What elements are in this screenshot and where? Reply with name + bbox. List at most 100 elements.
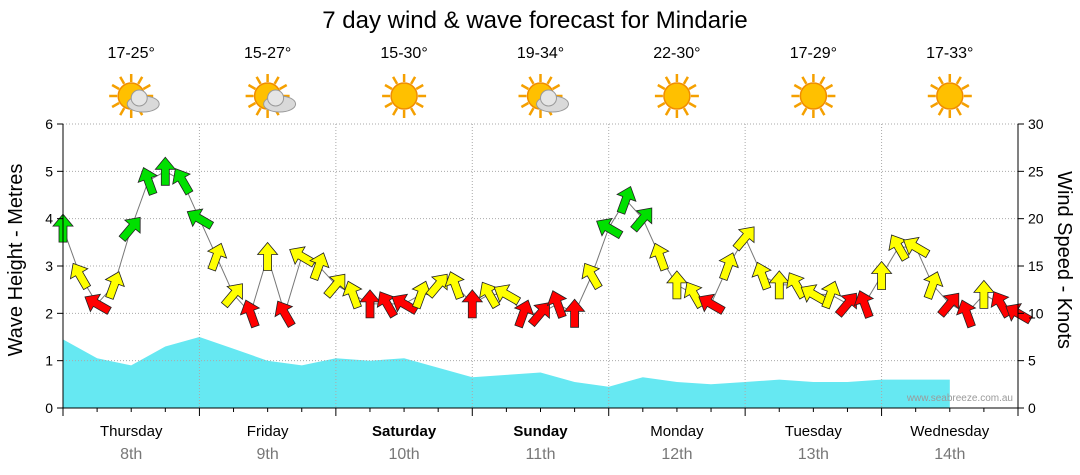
partly-cloudy-icon (518, 74, 569, 118)
wave-height-area (63, 337, 950, 408)
sun-ray (657, 101, 666, 109)
sun-ray (664, 76, 671, 85)
sun-disc (390, 82, 418, 110)
sun-icon (791, 74, 836, 118)
sun-icon (382, 74, 427, 118)
sun-ray (819, 76, 826, 85)
day-temperature: 19-34° (517, 45, 564, 62)
wind-arrow (870, 260, 893, 290)
wind-arrow (527, 302, 550, 328)
watermark: www.seabreeze.com.au (906, 393, 1013, 404)
sun-ray (384, 101, 393, 109)
wind-arrow (853, 290, 875, 319)
sun-ray (111, 101, 120, 109)
sun-ray (664, 107, 671, 116)
wind-arrow (513, 299, 535, 329)
sun-ray (930, 83, 939, 91)
sun-ray (801, 107, 808, 116)
wind-arrow (786, 272, 808, 300)
day-date-label: 11th (526, 446, 556, 463)
day-name-label: Sunday (513, 423, 568, 440)
wind-arrow (425, 273, 448, 299)
day-date-label: 9th (257, 446, 279, 463)
wind-arrow (698, 293, 726, 315)
day-temperature: 15-27° (244, 45, 291, 62)
wind-arrow (581, 262, 603, 291)
sun-ray (247, 83, 257, 91)
wind-arrow (154, 156, 177, 186)
sun-icon (927, 74, 972, 118)
chart-title: 7 day wind & wave forecast for Mindarie (322, 7, 748, 34)
left-tick-label: 3 (45, 258, 53, 274)
wind-arrow (546, 290, 568, 319)
left-axis-title: Wave Height - Metres (5, 164, 27, 357)
day-date-label: 10th (389, 446, 420, 463)
left-tick-label: 2 (45, 305, 53, 321)
sun-ray (255, 107, 262, 116)
sun-ray (824, 101, 834, 109)
sun-ray (384, 83, 393, 91)
wind-arrow (683, 281, 706, 310)
sun-ray (415, 101, 424, 109)
sun-ray (392, 107, 399, 116)
sun-ray (410, 76, 417, 85)
left-tick-label: 5 (45, 163, 53, 179)
wind-arrow (342, 280, 363, 310)
sun-ray (793, 83, 802, 91)
wind-arrow (137, 167, 158, 196)
day-name-label: Tuesday (785, 423, 842, 440)
wind-arrow (990, 291, 1012, 319)
sun-ray (551, 83, 561, 91)
sun-ray (111, 83, 120, 91)
day-temperature: 17-29° (790, 45, 837, 62)
sun-ray (255, 76, 262, 85)
sun-ray (546, 76, 553, 85)
wind-arrow (206, 242, 228, 272)
sun-ray (247, 101, 257, 109)
wind-arrow (256, 241, 279, 271)
wind-arrow (220, 283, 243, 309)
sun-disc (663, 82, 691, 110)
wind-arrow (444, 271, 465, 300)
sun-ray (119, 76, 126, 85)
sun-ray (819, 107, 826, 116)
sun-ray (137, 76, 144, 85)
day-date-label: 13th (798, 446, 829, 463)
wind-arrow (172, 168, 194, 196)
day-name-label: Wednesday (910, 423, 989, 440)
sun-ray (520, 101, 530, 109)
wind-arrow (718, 252, 739, 282)
sun-ray (688, 101, 697, 109)
day-headers: 17-25° Thursday 8th 15-27° Friday 9th 15-30° Sa… (100, 45, 990, 463)
wind-arrow (461, 289, 484, 319)
wind-arrow (666, 270, 688, 300)
day-temperature: 17-25° (108, 45, 155, 62)
wind-arrow (493, 284, 522, 306)
wind-arrow (104, 271, 125, 300)
sun-ray (520, 83, 530, 91)
right-tick-label: 5 (1028, 353, 1036, 369)
cloud-puff (130, 89, 148, 107)
sun-ray (801, 76, 808, 85)
wind-arrow (69, 262, 92, 291)
wind-arrow (118, 216, 141, 242)
wind-arrow (391, 293, 419, 315)
wind-arrow (630, 207, 653, 233)
wind-arrow (289, 246, 317, 268)
day-date-label: 14th (934, 446, 965, 463)
wind-arrow (820, 280, 842, 310)
right-tick-label: 25 (1028, 163, 1044, 179)
sun-disc (799, 82, 828, 110)
left-tick-label: 1 (45, 353, 53, 369)
sun-ray (955, 107, 962, 116)
sun-ray (528, 107, 535, 116)
wind-arrow (596, 217, 624, 240)
sun-ray (410, 107, 417, 116)
day-temperature: 22-30° (653, 45, 700, 62)
sun-ray (528, 76, 535, 85)
wind-arrow (973, 279, 995, 309)
sun-ray (955, 76, 962, 85)
left-tick-label: 6 (45, 116, 53, 132)
sun-ray (961, 101, 970, 109)
wind-arrow (563, 298, 586, 328)
